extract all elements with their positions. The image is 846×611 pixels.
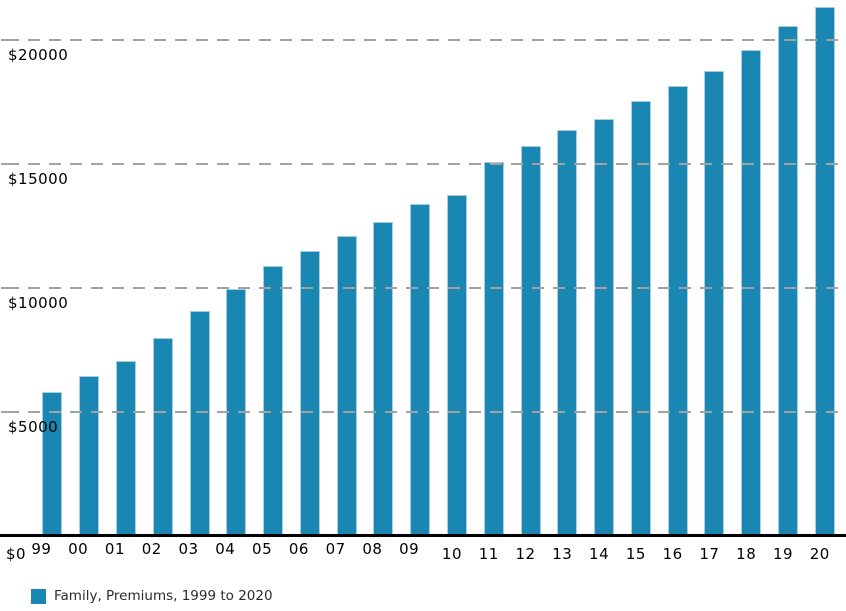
y-tick-label-10000: $10000 bbox=[8, 294, 69, 312]
x-tick-label-03: 03 bbox=[178, 540, 199, 558]
legend[interactable]: Family, Premiums, 1999 to 2020 bbox=[31, 588, 273, 604]
x-tick-label-10: 10 bbox=[441, 545, 463, 563]
y-tick-label-5000: $5000 bbox=[8, 418, 59, 436]
bar-12[interactable] bbox=[520, 145, 541, 536]
bar-19[interactable] bbox=[778, 25, 798, 536]
bar-11[interactable] bbox=[483, 162, 504, 536]
bar-14[interactable] bbox=[594, 118, 615, 536]
bar-04[interactable] bbox=[226, 289, 247, 536]
y-tick-label-0: $0 bbox=[6, 545, 27, 563]
x-tick-label-09: 09 bbox=[399, 540, 420, 558]
x-tick-label-14: 14 bbox=[589, 545, 610, 563]
bar-09[interactable] bbox=[410, 204, 431, 536]
bar-99[interactable] bbox=[42, 392, 63, 536]
x-tick-label-11: 11 bbox=[478, 545, 499, 563]
bar-08[interactable] bbox=[373, 221, 394, 536]
bar-13[interactable] bbox=[557, 130, 578, 536]
bar-17[interactable] bbox=[704, 70, 725, 536]
x-tick-label-00: 00 bbox=[68, 540, 89, 558]
x-tick-label-13: 13 bbox=[552, 545, 573, 563]
x-tick-label-07: 07 bbox=[325, 540, 346, 558]
x-tick-label-06: 06 bbox=[288, 540, 309, 558]
gridline-20000 bbox=[0, 39, 846, 41]
x-tick-label-20: 20 bbox=[809, 545, 830, 563]
x-tick-label-12: 12 bbox=[515, 545, 536, 563]
bar-06[interactable] bbox=[299, 251, 320, 536]
bar-16[interactable] bbox=[667, 86, 688, 536]
x-tick-label-04: 04 bbox=[215, 540, 236, 558]
x-axis-line bbox=[0, 534, 846, 537]
bar-07[interactable] bbox=[336, 235, 357, 536]
x-tick-label-15: 15 bbox=[625, 545, 646, 563]
legend-label: Family, Premiums, 1999 to 2020 bbox=[54, 588, 273, 604]
x-tick-label-19: 19 bbox=[772, 545, 794, 563]
x-tick-label-16: 16 bbox=[662, 545, 683, 563]
x-tick-label-99: 99 bbox=[31, 540, 52, 558]
y-tick-label-15000: $15000 bbox=[8, 170, 69, 188]
bar-02[interactable] bbox=[152, 337, 173, 536]
legend-swatch-icon bbox=[31, 588, 46, 604]
bar-15[interactable] bbox=[630, 100, 651, 536]
x-tick-label-17: 17 bbox=[699, 545, 720, 563]
x-tick-label-01: 01 bbox=[104, 540, 125, 558]
x-tick-label-05: 05 bbox=[252, 540, 273, 558]
bar-00[interactable] bbox=[79, 376, 100, 536]
bar-03[interactable] bbox=[189, 311, 210, 536]
y-tick-label-20000: $20000 bbox=[8, 46, 69, 64]
bar-01[interactable] bbox=[115, 360, 136, 536]
bar-18[interactable] bbox=[741, 49, 762, 536]
x-tick-label-18: 18 bbox=[736, 545, 757, 563]
bar-10[interactable] bbox=[446, 194, 467, 536]
x-tick-label-08: 08 bbox=[362, 540, 383, 558]
bar-20[interactable] bbox=[814, 6, 835, 536]
x-tick-label-02: 02 bbox=[141, 540, 162, 558]
bar-05[interactable] bbox=[263, 266, 284, 536]
